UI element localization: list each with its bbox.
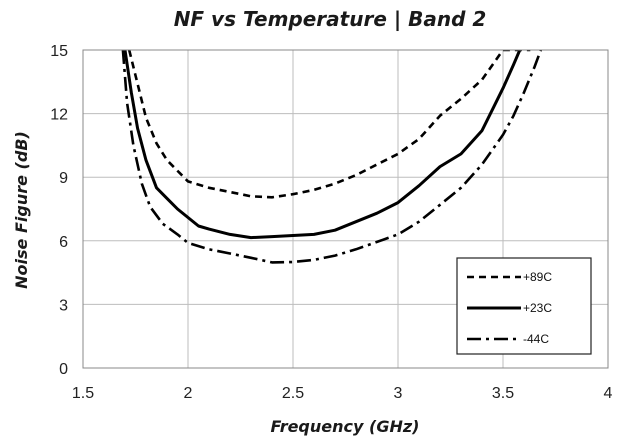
y-tick-label: 3 (59, 297, 68, 314)
y-tick-label: 6 (59, 234, 68, 251)
x-tick-label: 2 (184, 385, 193, 402)
y-tick-label: 9 (59, 170, 68, 187)
y-tick-label: 0 (59, 361, 68, 378)
chart-title: NF vs Temperature | Band 2 (174, 7, 487, 31)
x-tick-label: 4 (604, 385, 613, 402)
grid-lines (83, 50, 608, 368)
y-tick-label: 12 (50, 107, 68, 124)
legend-box (456, 257, 592, 355)
x-tick-label: 1.5 (72, 385, 94, 402)
x-tick-label: 2.5 (282, 385, 304, 402)
series-line-2 (121, 50, 543, 264)
x-tick-labels: 1.5 2 2.5 3 3.5 4 (72, 385, 613, 402)
series-line-0 (127, 50, 531, 199)
x-tick-label: 3.5 (492, 385, 514, 402)
legend-label-1: +23C (523, 301, 552, 315)
y-tick-label: 15 (50, 43, 68, 60)
legend-label-2: -44C (523, 332, 549, 346)
series-layer (121, 50, 543, 264)
x-tick-label: 3 (394, 385, 403, 402)
y-tick-labels: 0 3 6 9 12 15 (50, 43, 68, 378)
y-axis-label: Noise Figure (dB) (12, 131, 31, 289)
series-line-1 (123, 50, 522, 240)
x-axis-label: Frequency (GHz) (271, 417, 420, 436)
plot-frame (82, 49, 609, 369)
legend: +89C +23C -44C (456, 257, 592, 355)
legend-label-0: +89C (523, 270, 552, 284)
